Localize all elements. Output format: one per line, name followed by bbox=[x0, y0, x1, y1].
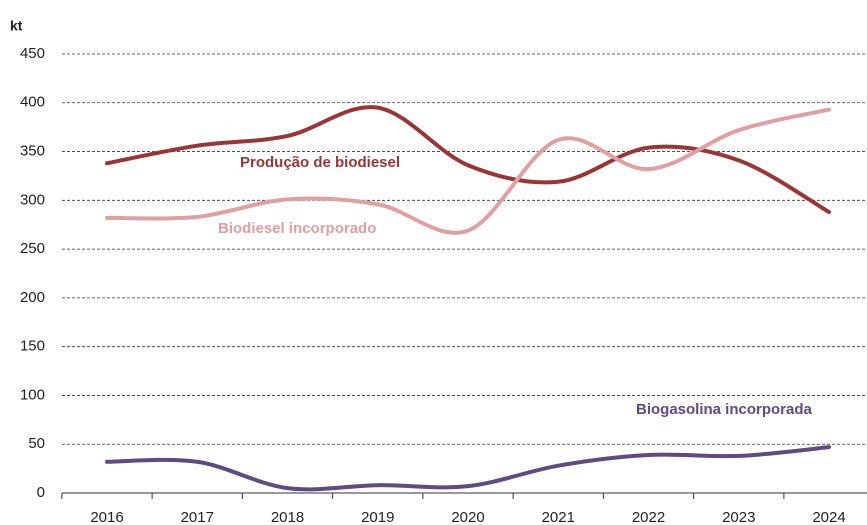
series-label: Biogasolina incorporada bbox=[636, 401, 813, 418]
y-tick-label: 350 bbox=[20, 143, 45, 160]
line bbox=[105, 105, 831, 215]
y-tick-label: 150 bbox=[20, 338, 45, 355]
y-tick-label: 250 bbox=[20, 240, 45, 257]
x-tick-label: 2023 bbox=[722, 509, 755, 525]
y-tick-label: 450 bbox=[20, 45, 45, 62]
line bbox=[105, 107, 831, 235]
x-tick-label: 2016 bbox=[90, 509, 123, 525]
y-tick-label: 200 bbox=[20, 289, 45, 306]
line bbox=[105, 445, 831, 492]
x-tick-label: 2024 bbox=[812, 509, 845, 525]
x-tick-label: 2021 bbox=[542, 509, 575, 525]
series-label: Produção de biodiesel bbox=[240, 154, 400, 171]
x-tick-label: 2019 bbox=[361, 509, 394, 525]
x-tick-label: 2018 bbox=[271, 509, 304, 525]
y-tick-label: 50 bbox=[28, 435, 45, 452]
x-tick-label: 2017 bbox=[181, 509, 214, 525]
y-axis-label: kt bbox=[10, 18, 23, 34]
y-tick-label: 400 bbox=[20, 94, 45, 111]
x-tick-label: 2022 bbox=[632, 509, 665, 525]
y-tick-label: 0 bbox=[37, 484, 45, 501]
series-label: Biodiesel incorporado bbox=[218, 220, 376, 237]
y-tick-label: 300 bbox=[20, 191, 45, 208]
x-tick-label: 2020 bbox=[451, 509, 484, 525]
y-tick-label: 100 bbox=[20, 386, 45, 403]
